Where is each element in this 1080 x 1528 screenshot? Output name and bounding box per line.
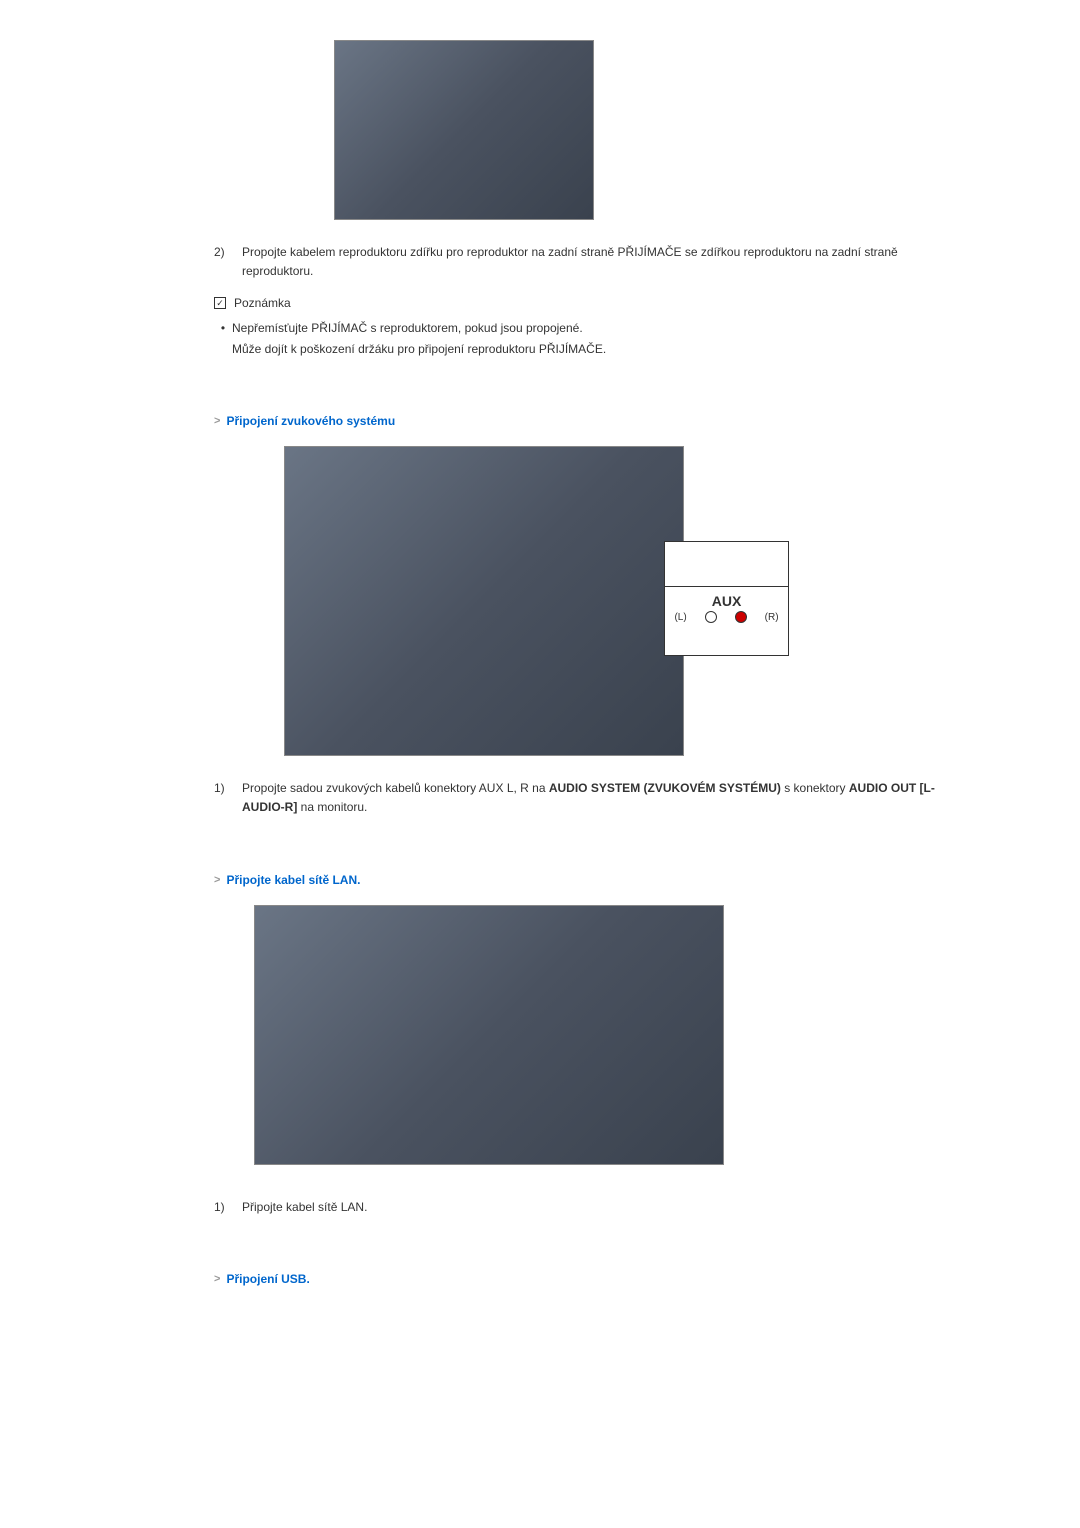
audio-step-1-text: Propojte sadou zvukových kabelů konektor… [242, 779, 960, 817]
aux-l-label: (L) [674, 612, 686, 623]
chevron-icon: > [214, 415, 220, 427]
heading-usb: > Připojení USB. [214, 1272, 960, 1286]
audio-step-1: 1) Propojte sadou zvukových kabelů konek… [214, 779, 960, 817]
heading-lan-text: Připojte kabel sítě LAN. [226, 873, 360, 887]
heading-usb-text: Připojení USB. [226, 1272, 309, 1286]
audio-system-image [284, 446, 684, 756]
aux-diagram: AUX (L) (R) [664, 541, 789, 656]
lan-step-1: 1) Připojte kabel sítě LAN. [214, 1198, 960, 1217]
aux-label: AUX [712, 593, 742, 609]
heading-audio-text: Připojení zvukového systému [226, 414, 395, 428]
note-row: ✓ Poznámka [214, 296, 960, 310]
chevron-icon: > [214, 1273, 220, 1285]
aux-r-jack [735, 611, 747, 623]
heading-lan: > Připojte kabel sítě LAN. [214, 873, 960, 887]
note-label: Poznámka [234, 296, 291, 310]
note-line1: Nepřemísťujte PŘIJÍMAČ s reproduktorem, … [232, 318, 606, 338]
checkbox-icon: ✓ [214, 297, 226, 309]
note-text: Nepřemísťujte PŘIJÍMAČ s reproduktorem, … [232, 318, 606, 359]
note-line2: Může dojít k poškození držáku pro připoj… [232, 339, 606, 359]
lan-diagram-image [254, 905, 724, 1165]
step-2-text: Propojte kabelem reproduktoru zdířku pro… [242, 243, 960, 281]
step-2-number: 2) [214, 243, 242, 281]
chevron-icon: > [214, 874, 220, 886]
bullet-dot: • [214, 318, 232, 359]
lan-step-1-text: Připojte kabel sítě LAN. [242, 1198, 960, 1217]
lan-step-1-number: 1) [214, 1198, 242, 1217]
tv-speaker-image [334, 40, 594, 220]
heading-audio: > Připojení zvukového systému [214, 414, 960, 428]
aux-r-label: (R) [765, 612, 779, 623]
aux-l-jack [705, 611, 717, 623]
step-2: 2) Propojte kabelem reproduktoru zdířku … [214, 243, 960, 281]
audio-step-1-number: 1) [214, 779, 242, 817]
note-bullet: • Nepřemísťujte PŘIJÍMAČ s reproduktorem… [214, 318, 960, 359]
